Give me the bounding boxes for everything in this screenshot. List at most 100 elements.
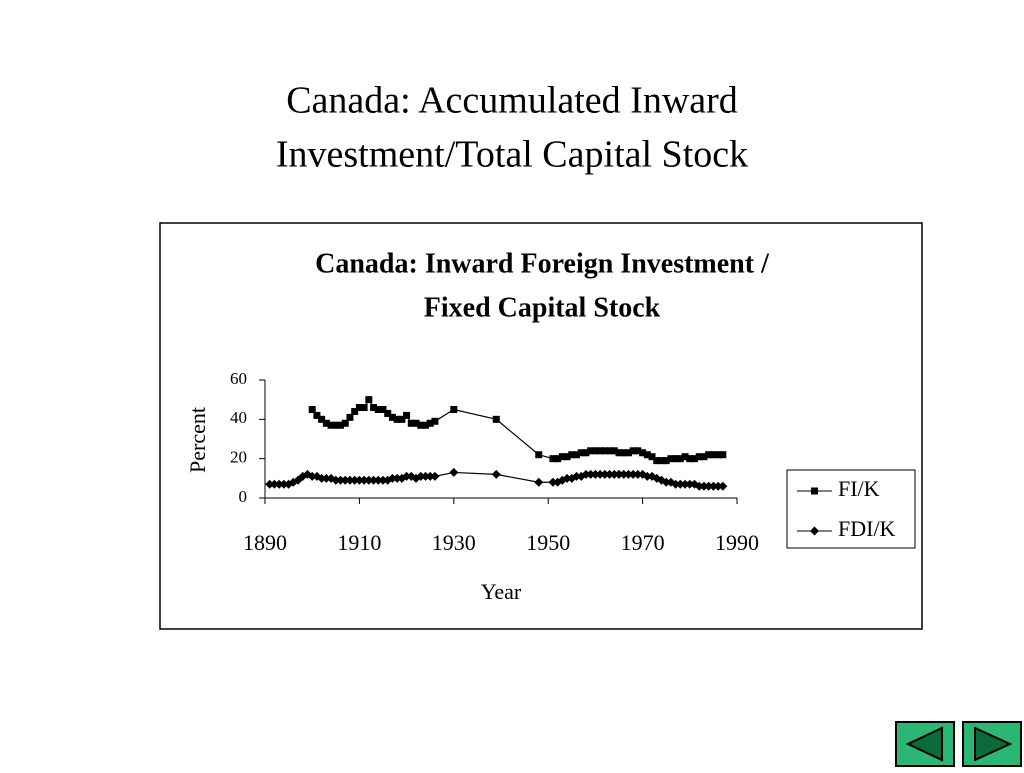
marker-square [374,406,382,413]
marker-square [563,453,571,461]
marker-square [398,415,406,423]
marker-diamond [449,467,459,477]
marker-diamond [392,473,402,483]
marker-square [554,455,562,463]
marker-diamond [359,475,369,485]
marker-diamond [605,469,615,479]
marker-square [606,447,614,455]
marker-diamond [430,471,440,481]
marker-square [322,419,330,427]
marker-diamond [595,469,605,479]
marker-diamond [402,471,412,481]
marker-square [667,455,675,463]
y-tick-label: 60 [230,369,247,388]
marker-square [601,447,609,455]
marker-square [573,451,581,459]
marker-square [695,453,703,461]
marker-diamond [387,473,397,483]
x-tick-label: 1890 [243,530,287,555]
marker-diamond [600,469,610,479]
marker-square [811,487,818,495]
marker-diamond [718,481,728,491]
marker-diamond [548,477,558,487]
marker-square [450,406,458,413]
marker-diamond [680,479,690,489]
marker-diamond [581,469,591,479]
marker-diamond [420,471,430,481]
marker-square [629,447,637,455]
marker-square [634,447,642,455]
marker-square [705,451,713,459]
marker-square [492,415,500,423]
marker-square [709,451,717,459]
chart-title: Fixed Capital Stock [424,292,661,323]
marker-diamond [586,469,596,479]
legend-label: FDI/K [838,516,896,541]
y-axis-label: Percent [185,407,210,473]
legend-label: FI/K [838,476,880,501]
marker-square [700,453,708,461]
marker-square [355,404,363,412]
marker-square [662,457,670,465]
marker-square [379,406,387,413]
marker-square [676,455,684,463]
marker-diamond [425,471,435,481]
marker-diamond [350,475,360,485]
nav-back[interactable] [895,721,955,767]
marker-diamond [364,475,374,485]
marker-diamond [265,479,275,489]
marker-square [370,404,378,412]
legend-box [786,469,916,549]
marker-diamond [609,469,619,479]
x-tick-label: 1950 [526,530,570,555]
marker-square [615,449,623,457]
marker-square [568,451,576,459]
marker-diamond [331,475,341,485]
x-tick-label: 1930 [432,530,476,555]
marker-diamond [675,479,685,489]
marker-square [549,455,557,463]
marker-square [313,411,321,419]
marker-square [308,406,316,413]
marker-diamond [534,477,544,487]
marker-square [403,411,411,419]
marker-square [558,453,566,461]
marker-square [384,409,392,417]
nav-forward[interactable] [962,721,1022,767]
x-tick-label: 1970 [621,530,665,555]
marker-square [337,421,345,429]
marker-square [653,457,661,465]
x-tick-label: 1910 [337,530,381,555]
marker-diamond [354,475,364,485]
marker-diamond [623,469,633,479]
slide-title: Canada: Accumulated Inward [286,80,738,122]
x-axis-label: Year [481,579,522,604]
marker-square [388,413,396,421]
marker-diamond [279,479,289,489]
marker-square [407,419,415,427]
marker-square [346,413,354,421]
marker-square [577,449,585,457]
marker-square [318,415,326,423]
marker-diamond [369,475,379,485]
marker-square [327,421,335,429]
chart-title: Canada: Inward Foreign Investment / [315,248,770,279]
marker-diamond [269,479,279,489]
marker-square [691,455,699,463]
marker-square [535,451,543,459]
marker-square [412,419,420,427]
marker-diamond [307,471,317,481]
marker-diamond [614,469,624,479]
marker-diamond [373,475,383,485]
marker-diamond [633,469,643,479]
marker-diamond [378,475,388,485]
marker-square [657,457,665,465]
marker-square [596,447,604,455]
marker-diamond [340,475,350,485]
marker-diamond [491,469,501,479]
marker-diamond [685,479,695,489]
marker-square [341,419,349,427]
marker-diamond [708,481,718,491]
